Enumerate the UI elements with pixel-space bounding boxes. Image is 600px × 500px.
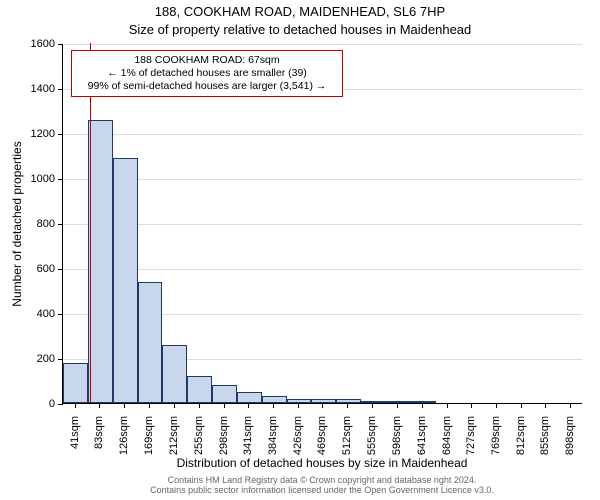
x-tick: [322, 403, 323, 408]
histogram-bar: [212, 385, 237, 403]
x-axis-label: Distribution of detached houses by size …: [62, 456, 582, 470]
y-tick-label: 1200: [15, 128, 55, 140]
histogram-bar: [237, 392, 262, 403]
y-tick: [58, 224, 63, 225]
y-tick: [58, 269, 63, 270]
page-title-line2: Size of property relative to detached ho…: [0, 22, 600, 37]
x-tick: [273, 403, 274, 408]
x-tick: [298, 403, 299, 408]
histogram-bar: [386, 401, 411, 403]
histogram-bar: [88, 120, 113, 404]
histogram-bar: [287, 399, 312, 404]
y-tick-label: 0: [15, 398, 55, 410]
annotation-line: 99% of semi-detached houses are larger (…: [78, 80, 336, 93]
annotation-line: ← 1% of detached houses are smaller (39): [78, 67, 336, 80]
x-tick: [174, 403, 175, 408]
y-tick: [58, 134, 63, 135]
histogram-bar: [63, 363, 88, 404]
x-tick: [124, 403, 125, 408]
annotation-line: 188 COOKHAM ROAD: 67sqm: [78, 54, 336, 67]
x-tick: [397, 403, 398, 408]
y-tick: [58, 179, 63, 180]
histogram-bar: [262, 396, 287, 403]
x-tick: [224, 403, 225, 408]
x-tick: [347, 403, 348, 408]
y-tick-label: 600: [15, 263, 55, 275]
gridline-h: [63, 269, 582, 270]
y-tick-label: 1600: [15, 38, 55, 50]
x-tick: [570, 403, 571, 408]
x-tick: [248, 403, 249, 408]
attribution-text: Contains HM Land Registry data © Crown c…: [62, 476, 582, 496]
x-tick: [521, 403, 522, 408]
x-tick: [99, 403, 100, 408]
x-tick: [149, 403, 150, 408]
histogram-bar: [361, 401, 386, 403]
y-tick: [58, 89, 63, 90]
gridline-h: [63, 179, 582, 180]
y-tick-label: 200: [15, 353, 55, 365]
y-tick-label: 400: [15, 308, 55, 320]
y-tick: [58, 44, 63, 45]
histogram-bar: [113, 158, 138, 403]
y-tick: [58, 359, 63, 360]
chart-plot-area: 0200400600800100012001400160041sqm83sqm1…: [62, 44, 582, 404]
histogram-bar: [187, 376, 212, 403]
histogram-bar: [311, 399, 336, 404]
y-tick: [58, 404, 63, 405]
x-tick: [422, 403, 423, 408]
gridline-h: [63, 44, 582, 45]
y-tick-label: 800: [15, 218, 55, 230]
x-tick: [372, 403, 373, 408]
histogram-bar: [138, 282, 163, 404]
x-tick: [545, 403, 546, 408]
x-tick: [447, 403, 448, 408]
x-tick: [199, 403, 200, 408]
page-title-line1: 188, COOKHAM ROAD, MAIDENHEAD, SL6 7HP: [0, 4, 600, 19]
y-tick: [58, 314, 63, 315]
histogram-bar: [162, 345, 187, 404]
gridline-h: [63, 134, 582, 135]
annotation-box: 188 COOKHAM ROAD: 67sqm← 1% of detached …: [71, 50, 343, 97]
x-tick: [75, 403, 76, 408]
y-tick-label: 1000: [15, 173, 55, 185]
histogram-bar: [336, 399, 361, 404]
y-tick-label: 1400: [15, 83, 55, 95]
histogram-bar: [411, 401, 436, 403]
gridline-h: [63, 224, 582, 225]
x-tick: [496, 403, 497, 408]
x-tick: [471, 403, 472, 408]
